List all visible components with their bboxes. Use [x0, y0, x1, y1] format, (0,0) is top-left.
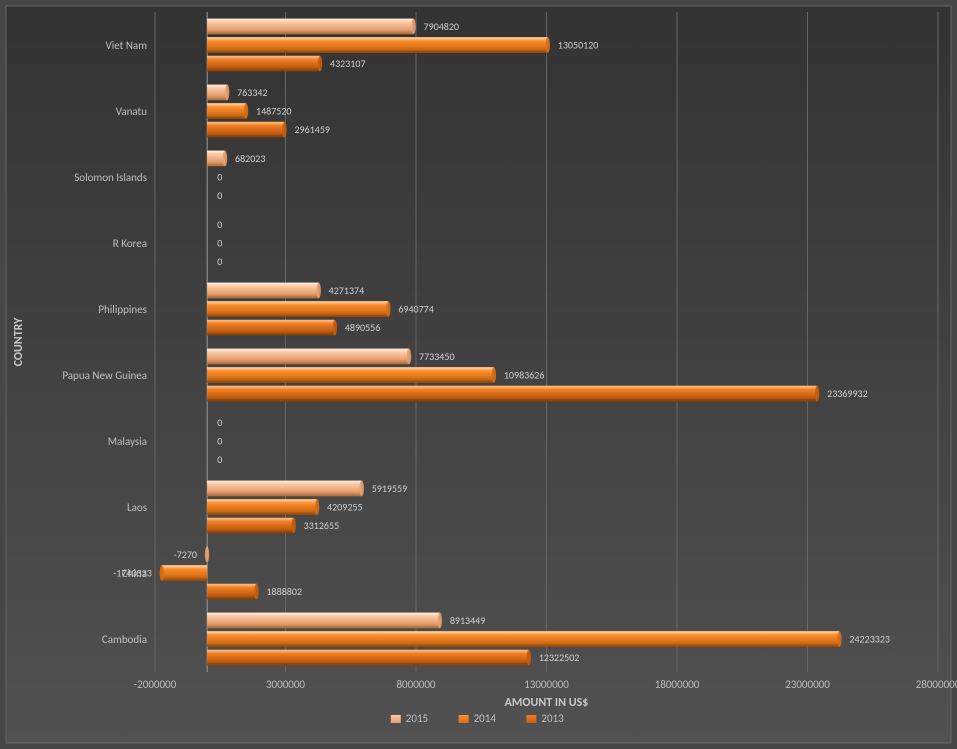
bar	[207, 103, 246, 119]
category-label: Papua New Guinea	[62, 369, 147, 382]
legend-swatch	[459, 715, 469, 723]
bar	[207, 151, 225, 167]
bar-data-label: 0	[217, 255, 222, 268]
bar-data-label: 24223323	[849, 633, 890, 646]
bar-data-label: 12322502	[539, 651, 580, 664]
x-tick-label: 23000000	[785, 678, 830, 691]
bar-data-label: 0	[217, 171, 222, 184]
bar	[207, 37, 548, 53]
bar-data-label: 7733450	[419, 350, 454, 363]
legend-label: 2014	[474, 712, 497, 725]
bar	[207, 85, 227, 101]
bar-data-label: 0	[217, 237, 222, 250]
bar-data-label: -1740333	[113, 567, 152, 580]
bar	[207, 56, 320, 72]
bar-data-label: 4323107	[330, 57, 365, 70]
bar-data-label: 2961459	[294, 123, 329, 136]
bar-data-label: 0	[217, 435, 222, 448]
legend-swatch	[526, 715, 536, 723]
bar	[207, 122, 284, 138]
x-tick-label: 18000000	[655, 678, 700, 691]
bar	[207, 301, 388, 317]
bar	[207, 613, 440, 629]
bar	[162, 565, 207, 581]
bar	[207, 283, 318, 299]
bar	[207, 386, 817, 402]
bar-data-label: 4209255	[327, 501, 362, 514]
bar-data-label: 0	[217, 189, 222, 202]
bar	[207, 650, 529, 666]
bar	[207, 349, 409, 365]
bar-data-label: 7904820	[424, 20, 459, 33]
x-tick-label: -2000000	[134, 678, 177, 691]
bar-data-label: 23369932	[827, 387, 868, 400]
x-tick-label: 28000000	[916, 678, 957, 691]
bar-data-label: 5919559	[372, 482, 407, 495]
bar-data-label: -7270	[174, 548, 197, 561]
bar-data-label: 3312655	[304, 519, 339, 532]
bar-data-label: 10983626	[504, 369, 545, 382]
category-label: Vanatu	[116, 105, 148, 118]
x-axis-title: AMOUNT IN US$	[505, 696, 589, 710]
category-label: Viet Nam	[105, 39, 147, 52]
bar-data-label: 6940774	[398, 303, 433, 316]
bar-data-label: 1888802	[266, 585, 301, 598]
category-label: Laos	[127, 501, 147, 514]
bar-data-label: 763342	[237, 86, 267, 99]
legend-label: 2013	[541, 712, 564, 725]
bar	[207, 518, 293, 534]
bar-data-label: 4271374	[329, 284, 364, 297]
bar-data-label: 4890556	[345, 321, 380, 334]
x-tick-label: 13000000	[524, 678, 569, 691]
category-label: R Korea	[113, 237, 147, 250]
bar-data-label: 8913449	[450, 614, 485, 627]
x-tick-label: 3000000	[266, 678, 305, 691]
bar-data-label: 13050120	[558, 39, 599, 52]
category-label: Cambodia	[102, 633, 147, 646]
category-label: Philippines	[98, 303, 147, 316]
bar	[207, 481, 362, 497]
bar	[207, 499, 317, 515]
category-label: Solomon Islands	[74, 171, 147, 184]
bar	[207, 367, 494, 383]
y-axis-title: COUNTRY	[12, 317, 26, 367]
bar-data-label: 0	[217, 218, 222, 231]
category-label: Malaysia	[108, 435, 147, 448]
x-tick-label: 8000000	[396, 678, 435, 691]
bar-data-label: 682023	[235, 152, 265, 165]
bar-data-label: 0	[217, 453, 222, 466]
bar	[207, 19, 413, 35]
bar	[207, 320, 335, 336]
bar	[207, 584, 256, 600]
legend-swatch	[391, 715, 401, 723]
bar-data-label: 0	[217, 416, 222, 429]
bar-data-label: 1487520	[256, 105, 291, 118]
bar	[207, 631, 839, 647]
legend-label: 2015	[406, 712, 428, 725]
grouped-horizontal-bar-chart: -2000000 3000000 8000000 13000000 18000000 23…	[0, 0, 957, 749]
